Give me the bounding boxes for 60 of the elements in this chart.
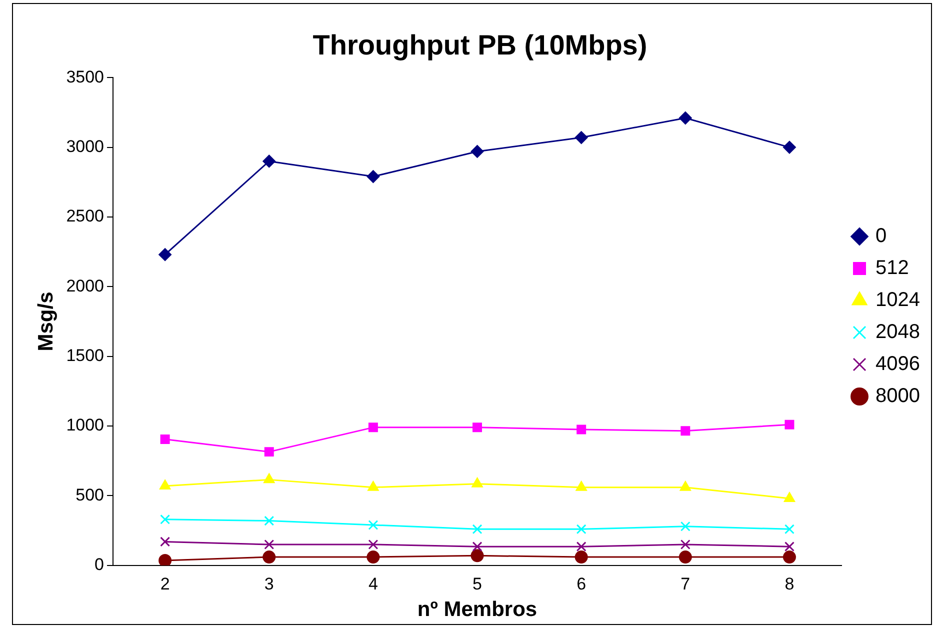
x-tick-label: 8: [784, 574, 794, 594]
legend-label: 1024: [876, 289, 920, 312]
y-tick-label: 500: [76, 485, 104, 504]
point: [158, 248, 172, 262]
y-tick-label: 1500: [66, 346, 104, 366]
point: [160, 536, 170, 547]
point: [574, 131, 588, 144]
point: [470, 549, 484, 562]
legend-label: 512: [876, 257, 909, 280]
point: [680, 540, 690, 550]
point: [678, 112, 692, 125]
point: [263, 473, 275, 484]
point: [368, 540, 378, 550]
point: [264, 540, 274, 550]
y-tick-label: 3500: [66, 67, 104, 86]
point: [264, 516, 274, 526]
point: [264, 447, 274, 457]
point: [680, 426, 690, 436]
point: [574, 550, 588, 564]
y-tick-label: 3000: [66, 136, 104, 156]
point: [782, 550, 796, 564]
legend-label: 8000: [876, 385, 920, 408]
point: [576, 542, 586, 552]
point: [576, 424, 586, 434]
legend-label: 0: [876, 225, 887, 248]
y-axis-title: Msg/s: [34, 292, 58, 352]
x-axis-title: nº Membros: [417, 598, 538, 622]
point: [262, 154, 276, 168]
point: [784, 524, 794, 534]
chart-title: Throughput PB (10Mbps): [312, 30, 648, 61]
x-tick-label: 4: [368, 574, 378, 594]
point: [366, 550, 380, 564]
x-tick-label: 7: [680, 574, 690, 594]
x-tick-label: 3: [264, 574, 274, 594]
point: [472, 422, 482, 432]
legend-label: 4096: [876, 353, 920, 376]
point: [160, 434, 170, 444]
point: [158, 554, 172, 566]
point: [678, 550, 692, 564]
point: [680, 521, 690, 532]
point: [784, 542, 794, 552]
y-tick-label: 2000: [66, 276, 104, 296]
point: [472, 542, 482, 552]
point: [782, 140, 796, 154]
point: [368, 520, 378, 530]
y-tick-label: 0: [94, 555, 104, 574]
y-tick-label: 2500: [66, 206, 104, 226]
point: [262, 550, 276, 564]
point: [576, 524, 586, 534]
point: [160, 514, 170, 524]
y-tick-label: 1000: [66, 416, 104, 435]
x-tick-label: 2: [160, 574, 170, 594]
x-tick-label: 5: [472, 574, 482, 594]
x-tick-label: 6: [576, 574, 586, 594]
point: [470, 144, 484, 158]
point: [366, 170, 380, 184]
point: [784, 420, 794, 430]
legend-label: 2048: [876, 321, 920, 344]
point: [472, 524, 482, 534]
point: [368, 422, 378, 432]
